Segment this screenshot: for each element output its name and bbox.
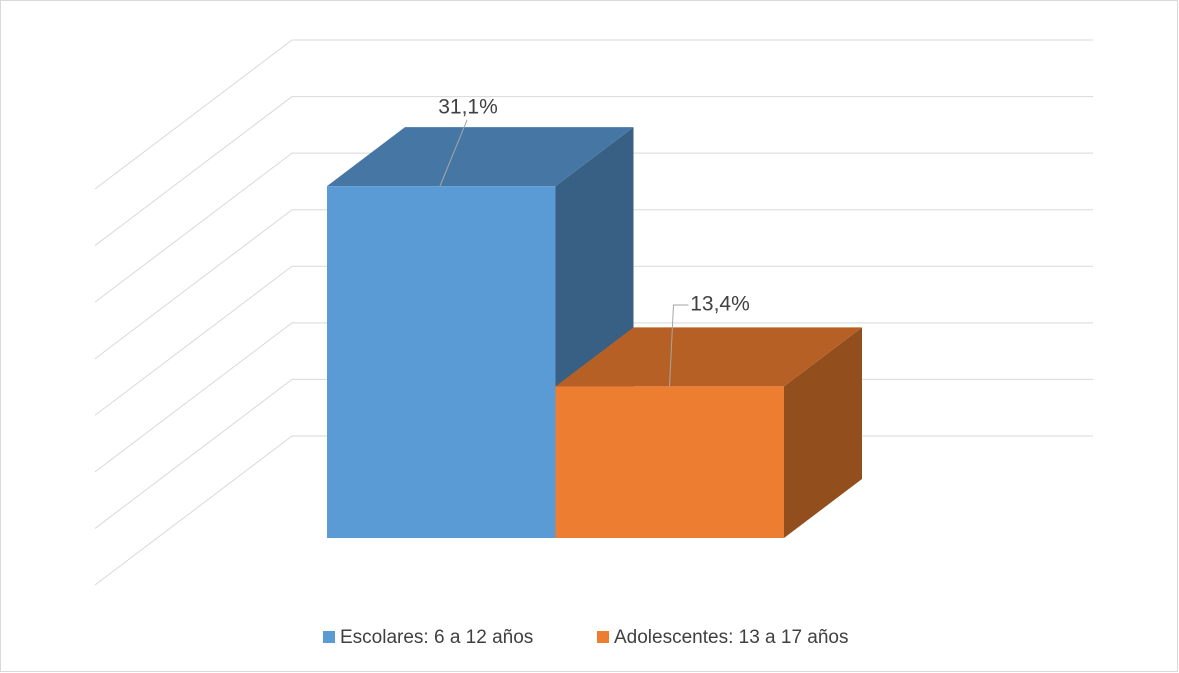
leader-line: [669, 304, 689, 387]
bar-side: [784, 327, 862, 538]
side-grid-line: [94, 152, 293, 303]
bar: [555, 386, 784, 538]
side-grid-line: [94, 379, 293, 529]
legend-swatch: [597, 631, 609, 643]
bar: [327, 186, 556, 538]
side-grid-line: [94, 39, 293, 190]
bar-top: [555, 327, 862, 387]
leader-line: [439, 119, 468, 187]
side-grid-line: [94, 435, 293, 586]
legend-label: Escolares: 6 a 12 años: [340, 627, 533, 648]
side-grid-line: [94, 322, 293, 473]
side-grid-line: [94, 265, 293, 416]
bar-top: [327, 127, 634, 187]
data-label: 13,4%: [690, 293, 750, 316]
data-label: 31,1%: [438, 96, 498, 119]
side-grid-line: [94, 96, 293, 246]
legend-label: Adolescentes: 13 a 17 años: [614, 627, 849, 648]
side-grid-line: [94, 209, 293, 360]
legend-swatch: [323, 631, 335, 643]
